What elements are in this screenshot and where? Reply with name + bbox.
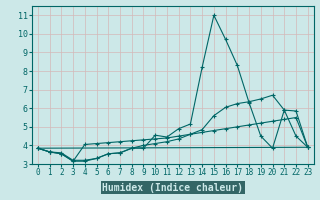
X-axis label: Humidex (Indice chaleur): Humidex (Indice chaleur) — [102, 183, 243, 193]
